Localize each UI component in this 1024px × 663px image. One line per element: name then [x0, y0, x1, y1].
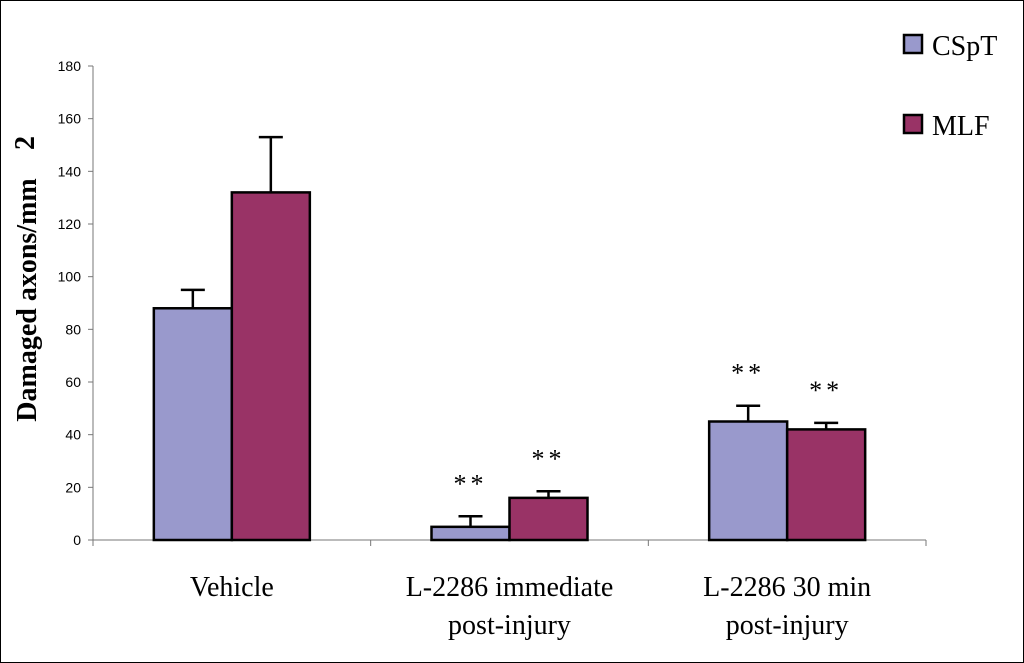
category-label: L-2286 30 min: [703, 572, 871, 603]
legend-swatch-mlf: [902, 113, 924, 135]
bar-mlf: [785, 428, 867, 542]
y-tick-label: 60: [65, 374, 81, 390]
y-tick-label: 80: [65, 321, 81, 337]
legend-label-cspt: CSpT: [932, 31, 997, 62]
bar-mlf: [230, 191, 312, 542]
legend-label-mlf: MLF: [932, 111, 990, 142]
bars: ** ** ** **: [152, 135, 867, 542]
legend: CSpT MLF: [902, 31, 997, 142]
y-axis-label: Damaged axons/mm: [12, 178, 43, 421]
y-tick-label: 180: [58, 58, 82, 74]
significance-annotation: **: [532, 444, 566, 473]
y-axis-label-superscript: 2: [10, 136, 41, 150]
axes: 0 20 40 60 80 100 120 140 160 180 Vehicle L-2286 im…: [58, 58, 927, 641]
category-label: L-2286 immediate: [406, 572, 614, 603]
bar-mlf: [508, 496, 589, 542]
y-tick-label: 0: [73, 532, 81, 548]
y-axis-label-text: Damaged axons/mm: [12, 178, 43, 421]
category-label: post-injury: [726, 610, 849, 641]
bar-cspt: [707, 420, 789, 542]
legend-swatch-cspt: [902, 33, 924, 55]
significance-annotation: **: [454, 469, 488, 498]
category-label: Vehicle: [190, 572, 274, 603]
y-tick-label: 160: [58, 111, 82, 127]
bar-cspt: [152, 307, 234, 542]
category-label: post-injury: [448, 610, 571, 641]
bar-cspt: [430, 525, 511, 542]
significance-annotation: **: [809, 376, 843, 405]
y-tick-label: 100: [58, 269, 82, 285]
y-tick-label: 140: [58, 163, 82, 179]
y-tick-label: 20: [65, 479, 81, 495]
y-tick-label: 120: [58, 216, 82, 232]
y-tick-label: 40: [65, 427, 81, 443]
significance-annotation: **: [731, 359, 765, 388]
